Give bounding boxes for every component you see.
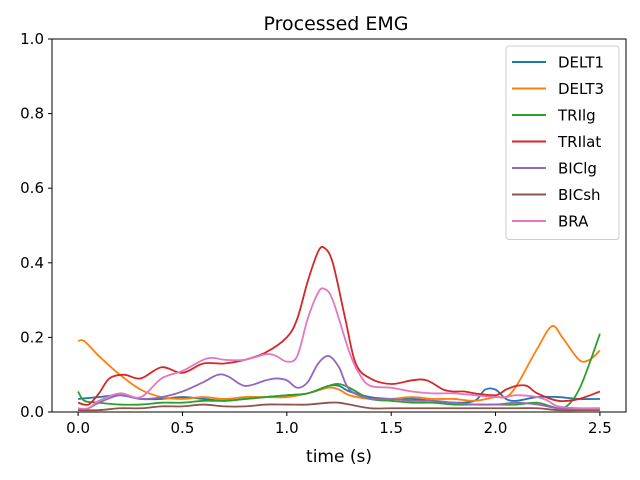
x-tick-label: 2.5 [588, 419, 612, 437]
plot-lines [77, 245, 601, 412]
series-line-trilat [77, 245, 601, 406]
y-tick-label: 1.0 [20, 30, 44, 48]
legend-label: BIClg [558, 160, 597, 178]
legend-label: TRIlat [557, 133, 601, 151]
legend-label: BICsh [558, 186, 601, 204]
plot-frame [51, 38, 627, 413]
y-axis-ticks: 0.0 0.2 0.4 0.6 0.8 1.0 [20, 30, 52, 421]
series-line-delt3 [77, 325, 601, 402]
y-tick-label: 0.0 [20, 403, 44, 421]
series-line-delt1 [78, 384, 600, 404]
series-line-biclg [77, 355, 600, 412]
y-tick-label: 0.4 [20, 254, 44, 272]
x-tick-label: 1.0 [275, 419, 299, 437]
x-tick-label: 0.5 [171, 419, 195, 437]
x-tick-label: 1.5 [379, 419, 403, 437]
chart-title: Processed EMG [264, 13, 409, 35]
x-tick-label: 0.0 [66, 419, 90, 437]
series-line-bicsh [78, 401, 600, 412]
x-axis-ticks: 0.0 0.5 1.0 1.5 2.0 2.5 [66, 412, 612, 437]
legend-label: DELT3 [558, 80, 604, 98]
x-axis-label: time (s) [306, 447, 372, 467]
legend: DELT1 DELT3 TRIlg TRIlat BIClg BICsh BRA [505, 45, 620, 240]
y-tick-label: 0.6 [20, 179, 44, 197]
y-tick-label: 0.8 [20, 105, 44, 123]
legend-box [505, 45, 620, 240]
legend-label: DELT1 [558, 54, 604, 72]
series-line-trilg [77, 333, 601, 410]
series-line-bra [78, 287, 600, 410]
legend-label: TRIlg [557, 107, 596, 125]
y-tick-label: 0.2 [20, 328, 44, 346]
x-tick-label: 2.0 [484, 419, 508, 437]
legend-label: BRA [558, 213, 589, 231]
